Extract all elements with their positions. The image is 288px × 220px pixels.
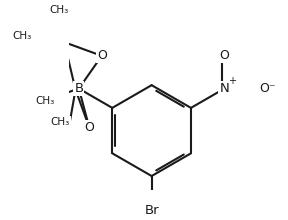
Text: CH₃: CH₃	[35, 96, 54, 106]
Text: O: O	[97, 49, 107, 62]
Text: B: B	[74, 82, 84, 95]
Text: O: O	[219, 49, 229, 62]
Text: O: O	[84, 121, 94, 134]
Text: N: N	[219, 82, 229, 95]
Text: CH₃: CH₃	[49, 5, 68, 15]
Text: O⁻: O⁻	[259, 82, 276, 95]
Text: Br: Br	[144, 204, 159, 217]
Text: CH₃: CH₃	[13, 31, 32, 42]
Text: CH₃: CH₃	[51, 117, 70, 127]
Text: +: +	[228, 76, 236, 86]
